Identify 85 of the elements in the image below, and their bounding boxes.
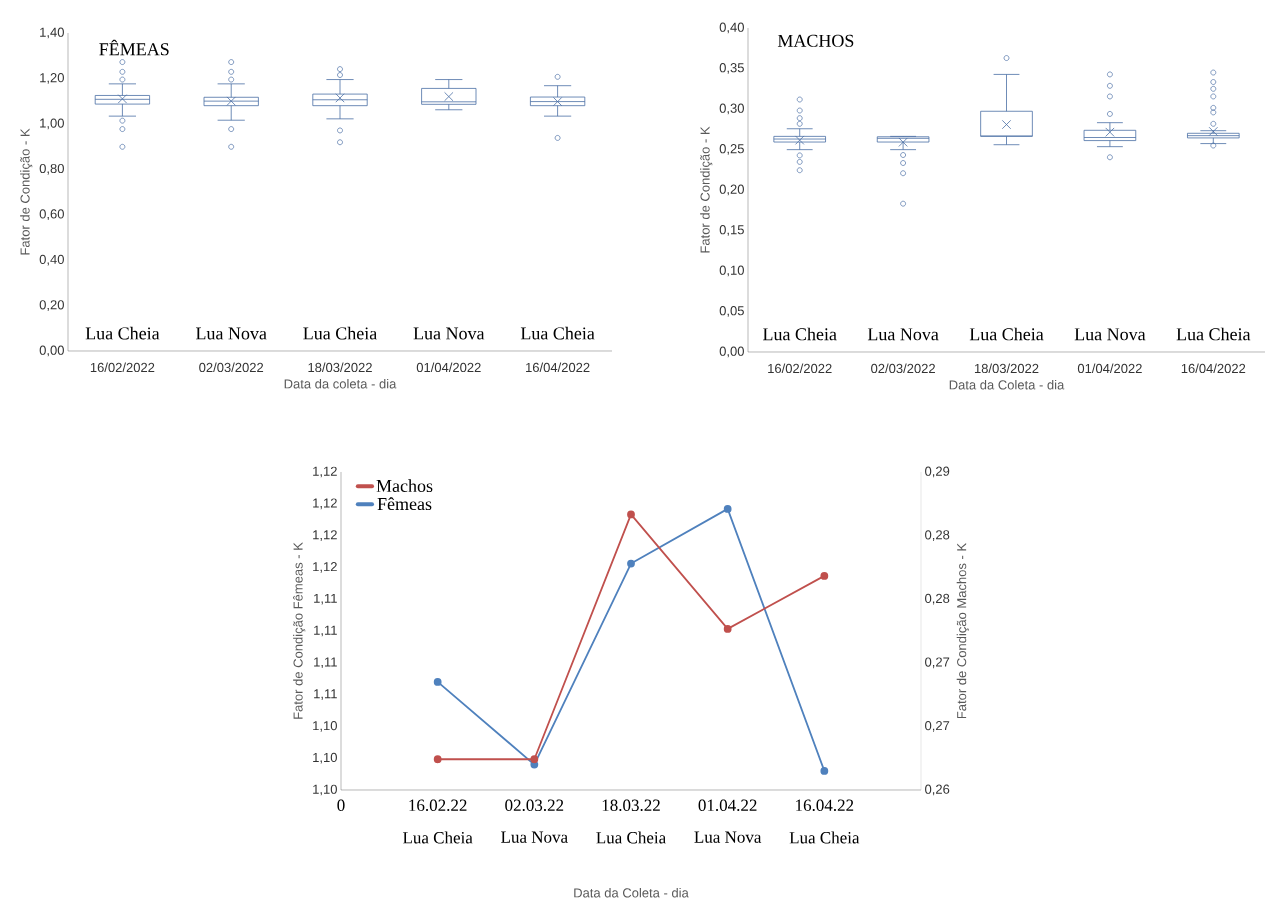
x-tick-label: 02.03.22 — [505, 799, 564, 812]
annotation: Lua Cheia — [85, 326, 160, 340]
x-tick-label: 16/02/2022 — [90, 362, 155, 373]
x-tick-label: 02/03/2022 — [871, 363, 935, 374]
y-tick-label: 0,80 — [39, 163, 64, 175]
annotation: Lua Nova — [195, 327, 267, 340]
y-tick-label: 0,40 — [719, 22, 744, 34]
y-tick-label: 0,30 — [719, 103, 744, 115]
y-tick-label: 1,12 — [313, 530, 337, 541]
legend-label: Machos — [376, 479, 433, 493]
annotation: Lua Nova — [1074, 328, 1146, 341]
y-axis-title: Fator de Condição - K — [700, 126, 713, 253]
y-tick-label: 0,00 — [719, 346, 744, 358]
point — [627, 559, 635, 568]
y-axis-title: Fator de Condição - K — [20, 128, 33, 255]
x-tick-label: 16/04/2022 — [1181, 363, 1246, 374]
annotation: Lua Cheia — [969, 327, 1044, 341]
point — [627, 510, 635, 519]
point — [723, 504, 732, 513]
y-tick-label: 1,12 — [313, 466, 337, 478]
y-tick-label: 1,20 — [40, 73, 64, 84]
y-tick-label: 1,11 — [314, 689, 337, 700]
y-tick-label: 0,35 — [719, 63, 744, 74]
y-tick-label: 0,60 — [39, 209, 64, 221]
y-tick-label: 1,12 — [313, 562, 337, 573]
y-tick-label: 1,10 — [313, 784, 337, 796]
y-tick-label: 1,12 — [313, 498, 337, 510]
text: Lua Cheia — [402, 831, 473, 844]
y2-tick-label: 0,27 — [925, 721, 950, 732]
x-tick-label: 0 — [337, 799, 345, 812]
y-axis-title: Fator de Condição Fêmeas - K — [293, 542, 306, 719]
x-tick-label: 16.02.22 — [409, 799, 467, 812]
x-tick-label: 02/03/2022 — [199, 362, 264, 373]
x-tick-label: 18.03.22 — [602, 799, 660, 812]
chart-title: MACHOS — [777, 34, 854, 47]
annotation: Lua Nova — [867, 328, 939, 341]
text: Lua Cheia — [596, 831, 666, 844]
x-tick-label: 01/04/2022 — [1077, 363, 1142, 374]
y-tick-label: 0,40 — [39, 254, 64, 266]
x-tick-label: 01.04.22 — [698, 799, 757, 812]
y-tick-label: 0,20 — [39, 300, 64, 311]
y2-tick-label: 0,27 — [925, 657, 950, 669]
x-axis-title: Data da Coleta - dia — [574, 887, 689, 898]
x-tick-label: 16.04.22 — [796, 799, 854, 812]
y-tick-label: 1,10 — [313, 721, 337, 732]
text: Lua Nova — [501, 831, 568, 843]
point — [433, 677, 442, 686]
y-tick-label: 0,00 — [39, 345, 64, 357]
x-tick-label: 01/04/2022 — [416, 362, 481, 373]
y2-tick-label: 0,28 — [925, 593, 950, 605]
y-tick-label: 1,11 — [314, 625, 337, 637]
text: Lua Cheia — [789, 831, 860, 844]
x-axis-title: Data da Coleta - dia — [949, 379, 1065, 390]
y-tick-label: 0,20 — [719, 184, 744, 196]
y-tick-label: 0,05 — [719, 306, 744, 317]
x-axis-title: Data da coleta - dia — [284, 378, 397, 389]
point — [530, 755, 539, 764]
point — [820, 571, 829, 580]
annotation: Lua Cheia — [520, 326, 595, 340]
chart-title: FÊMEAS — [99, 39, 169, 56]
point — [723, 624, 732, 633]
x-tick-label: 18/03/2022 — [974, 363, 1039, 374]
legend-label: Fêmeas — [377, 497, 432, 511]
point — [433, 755, 442, 764]
x-tick-label: 16/04/2022 — [526, 362, 590, 373]
annotation: Lua Cheia — [762, 327, 837, 341]
x-tick-label: 16/02/2022 — [768, 363, 832, 374]
annotation: Lua Cheia — [1176, 327, 1251, 341]
annotation: Lua Cheia — [303, 326, 378, 340]
y-tick-label: 0,15 — [719, 225, 744, 236]
y-tick-label: 1,11 — [314, 593, 337, 605]
y-tick-label: 0,10 — [719, 265, 744, 277]
y2-tick-label: 0,29 — [925, 466, 950, 478]
x-tick-label: 18/03/2022 — [308, 362, 372, 373]
y-tick-label: 1,40 — [40, 27, 64, 39]
y2-axis-title: Fator de Condição Machos - K — [956, 543, 969, 719]
text: Lua Nova — [694, 831, 762, 843]
y2-tick-label: 0,26 — [925, 784, 950, 796]
y2-tick-label: 0,28 — [925, 530, 950, 541]
y-tick-label: 1,10 — [313, 752, 337, 764]
annotation: Lua Nova — [413, 327, 485, 340]
y-tick-label: 1,00 — [40, 118, 64, 130]
y-tick-label: 0,25 — [719, 144, 744, 155]
point — [820, 767, 829, 775]
y-tick-label: 1,11 — [314, 657, 337, 669]
